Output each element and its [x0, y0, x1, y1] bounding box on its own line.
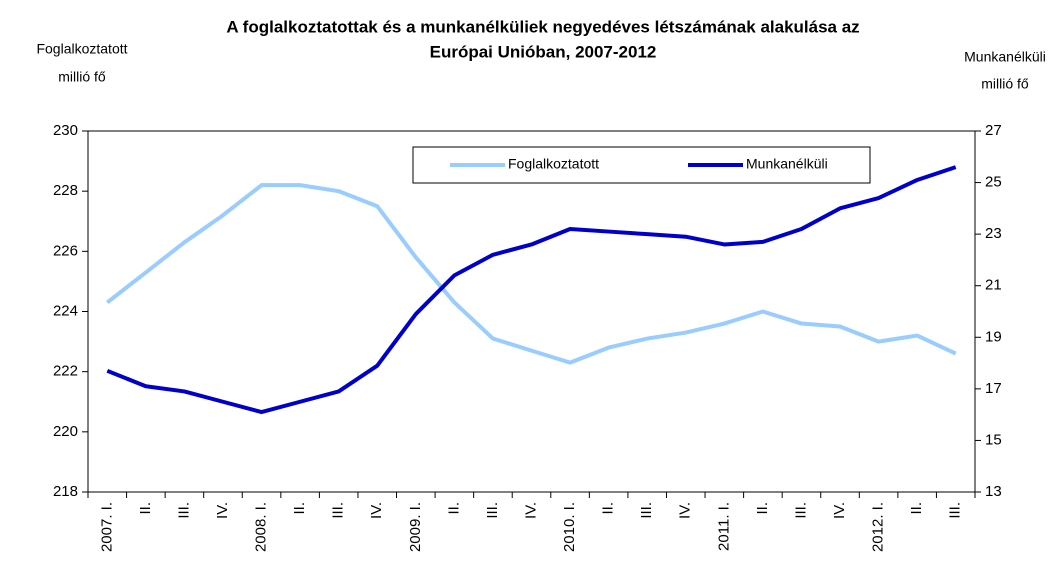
x-tick-label: II.	[908, 502, 925, 515]
x-tick-label: 2011. I.	[715, 502, 732, 551]
y2-tick-label: 21	[985, 277, 1002, 294]
y2-tick-label: 25	[985, 174, 1002, 191]
y2-axis-label: millió fő	[981, 76, 1029, 92]
y-tick-label: 224	[53, 302, 78, 319]
x-tick-label: II.	[600, 502, 617, 515]
y2-tick-label: 19	[985, 328, 1002, 345]
x-tick-label: IV.	[677, 502, 694, 519]
x-tick-label: 2010. I.	[561, 502, 578, 552]
x-tick-label: IV.	[214, 502, 231, 519]
x-tick-label: 2012. I.	[870, 502, 887, 552]
y-tick-label: 228	[53, 182, 78, 199]
x-tick-label: 2009. I.	[407, 502, 424, 552]
x-tick-label: IV.	[368, 502, 385, 519]
y-axis-label: Foglalkoztatott	[36, 41, 127, 57]
x-tick-label: II.	[291, 502, 308, 515]
line-series	[106, 183, 957, 365]
y-tick-label: 226	[53, 242, 78, 259]
y2-tick-label: 23	[985, 225, 1002, 242]
legend-label: Foglalkoztatott	[508, 156, 599, 172]
x-tick-label: 2008. I.	[253, 502, 270, 552]
chart-title: Európai Unióban, 2007-2012	[430, 42, 657, 61]
x-tick-label: 2007. I.	[98, 502, 115, 552]
y2-tick-label: 27	[985, 122, 1002, 139]
x-tick-label: IV.	[522, 502, 539, 519]
x-tick-label: II.	[445, 502, 462, 515]
x-tick-label: III.	[484, 502, 501, 519]
legend-label: Munkanélküli	[746, 156, 828, 172]
x-tick-label: II.	[137, 502, 154, 515]
x-tick-label: III.	[638, 502, 655, 519]
x-tick-label: II.	[754, 502, 771, 515]
line-series	[106, 165, 957, 415]
x-tick-label: III.	[330, 502, 347, 519]
y2-tick-label: 17	[985, 380, 1002, 397]
y-tick-label: 222	[53, 363, 78, 380]
x-tick-label: IV.	[831, 502, 848, 519]
y2-axis-label: Munkanélküli	[964, 49, 1046, 65]
x-tick-label: III.	[792, 502, 809, 519]
y-tick-label: 220	[53, 423, 78, 440]
chart-title: A foglalkoztatottak és a munkanélküliek …	[226, 17, 859, 36]
x-tick-label: III.	[175, 502, 192, 519]
y2-tick-label: 13	[985, 483, 1002, 500]
y-tick-label: 230	[53, 122, 78, 139]
y-tick-label: 218	[53, 483, 78, 500]
y-axis-label: millió fő	[58, 69, 106, 85]
x-tick-label: III.	[947, 502, 964, 519]
y2-tick-label: 15	[985, 431, 1002, 448]
